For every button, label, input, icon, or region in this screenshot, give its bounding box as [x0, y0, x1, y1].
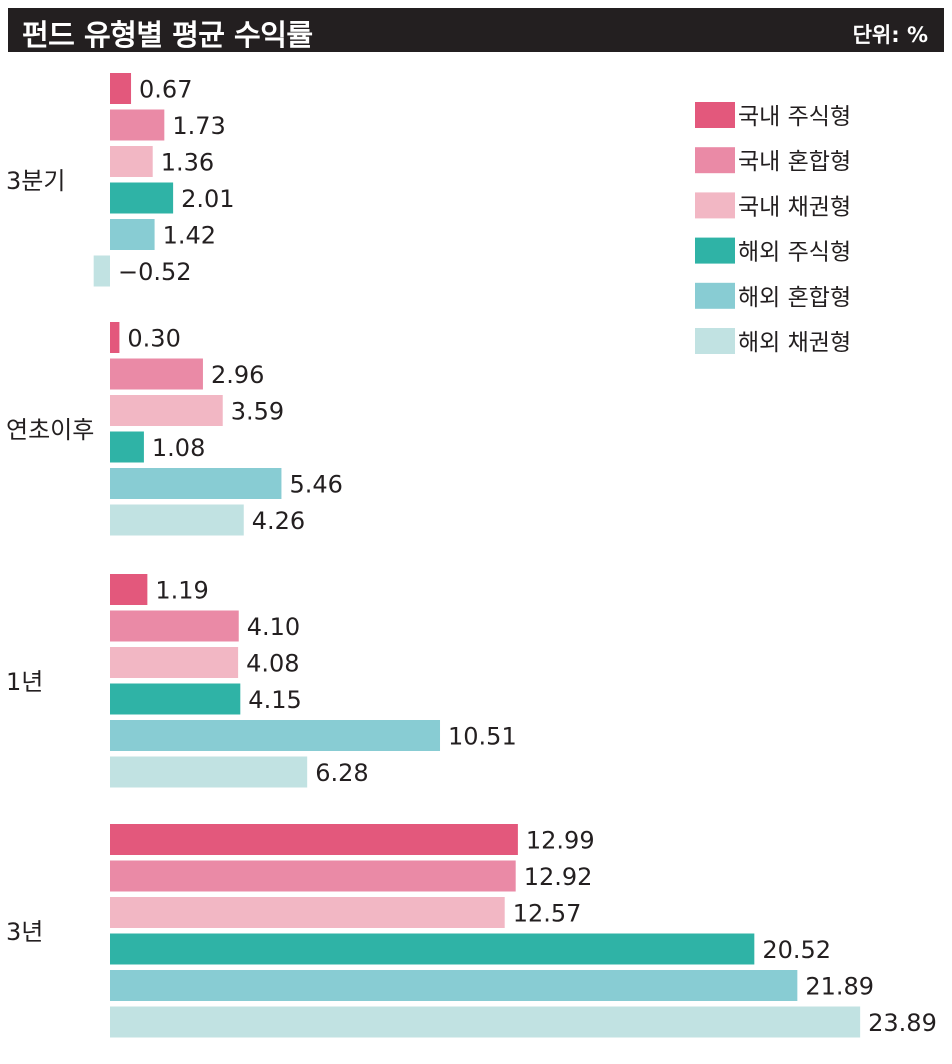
bar [110, 358, 203, 390]
legend-swatch [695, 102, 735, 128]
bar [110, 756, 308, 788]
data-label: 4.26 [252, 507, 305, 535]
bar [110, 468, 282, 499]
unit-label: 단위: % [852, 23, 928, 47]
data-label: 4.10 [247, 613, 300, 641]
legend-label: 국내 주식형 [738, 104, 851, 130]
data-label: 5.46 [289, 471, 342, 499]
legend-swatch [695, 147, 735, 174]
legend-swatch [695, 328, 735, 354]
bar [110, 610, 239, 642]
bar [110, 431, 144, 463]
bar [110, 395, 223, 426]
category-label: 3년 [6, 918, 43, 946]
category-label: 1년 [6, 668, 43, 696]
legend-label: 국내 혼합형 [738, 149, 851, 175]
data-label: 10.51 [448, 723, 517, 751]
data-label: 4.08 [246, 650, 299, 678]
title-bar: 펀드 유형별 평균 수익률 단위: % [8, 8, 944, 52]
data-label: 1.42 [163, 222, 216, 250]
data-label: 20.52 [762, 936, 831, 964]
data-label: 3.59 [231, 398, 284, 426]
bar [110, 933, 755, 965]
data-label: −0.52 [118, 258, 192, 286]
bar [110, 146, 153, 177]
data-label: 2.01 [181, 185, 234, 213]
legend-label: 국내 채권형 [738, 194, 851, 220]
data-label: 6.28 [315, 759, 368, 787]
category-label: 연초이후 [6, 416, 94, 444]
legend-swatch [695, 237, 735, 264]
bar [110, 504, 244, 536]
legend-label: 해외 주식형 [738, 240, 851, 266]
legend-label: 해외 혼합형 [738, 285, 851, 311]
data-label: 1.08 [152, 434, 205, 462]
data-label: 1.73 [172, 112, 225, 140]
bar [110, 322, 120, 353]
bar [110, 1006, 861, 1038]
data-label: 21.89 [805, 973, 874, 1001]
bar [110, 860, 516, 892]
bar [110, 73, 132, 104]
bar [110, 182, 174, 214]
legend-label: 해외 채권형 [738, 330, 851, 356]
bar [110, 574, 148, 605]
data-label: 12.99 [526, 827, 595, 855]
data-label: 0.30 [127, 325, 180, 353]
data-label: 23.89 [868, 1009, 937, 1037]
data-label: 1.19 [155, 577, 208, 605]
legend-swatch [695, 192, 735, 219]
category-label: 3분기 [6, 167, 65, 195]
bar [110, 720, 441, 751]
bar [110, 683, 241, 715]
bar [93, 255, 110, 287]
data-label: 12.92 [524, 863, 593, 891]
bar [110, 109, 165, 141]
data-label: 0.67 [139, 76, 192, 104]
bar [110, 970, 798, 1001]
chart-title: 펀드 유형별 평균 수익률 [22, 18, 313, 52]
data-label: 12.57 [513, 900, 582, 928]
bar [110, 647, 239, 678]
data-label: 1.36 [161, 149, 214, 177]
bar [110, 897, 505, 928]
legend-swatch [695, 282, 735, 309]
data-label: 4.15 [248, 686, 301, 714]
bar [110, 219, 155, 250]
data-label: 2.96 [211, 361, 264, 389]
bar [110, 824, 518, 855]
